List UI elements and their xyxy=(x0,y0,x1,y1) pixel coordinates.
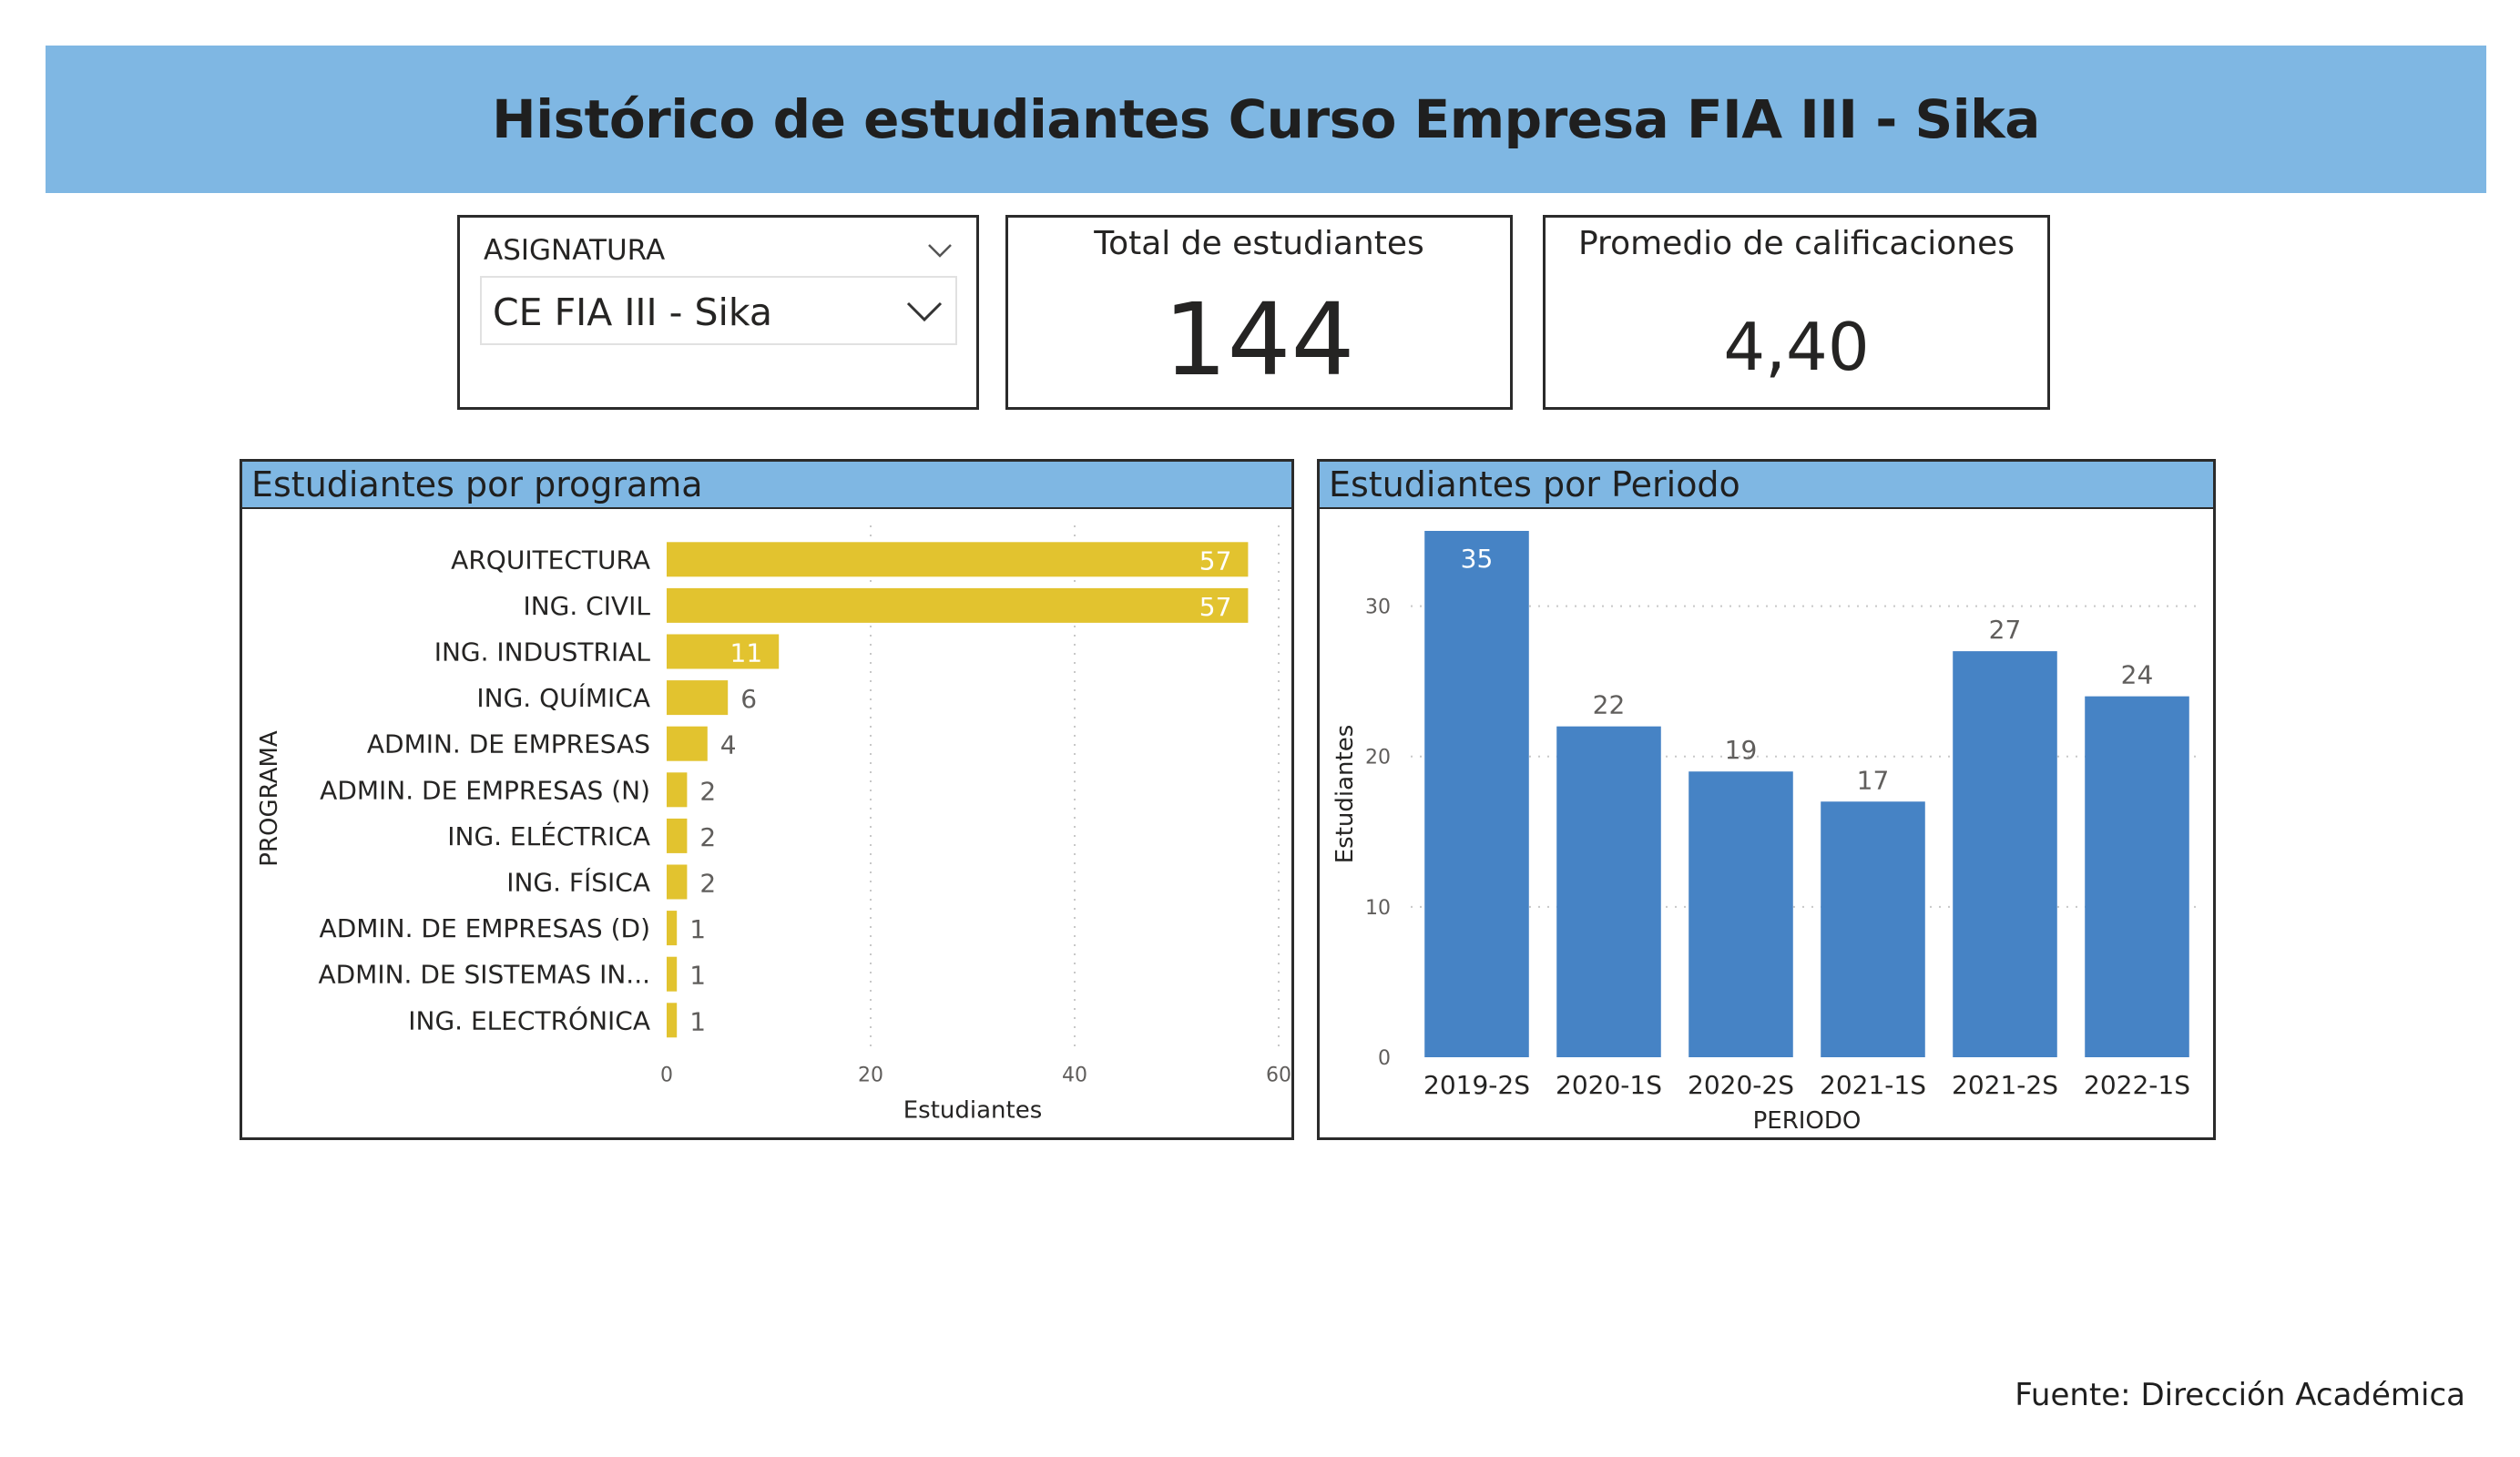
data-label: 1 xyxy=(689,1006,706,1036)
data-label: 57 xyxy=(1199,545,1232,576)
x-tick-label: 0 xyxy=(660,1065,673,1087)
category-label: 2020-1S xyxy=(1556,1070,1662,1100)
data-label: 11 xyxy=(730,638,763,668)
data-label: 2 xyxy=(699,776,716,806)
periodo-bar-chart: 0 10 20 30 35 2019-2S 22 2020-1S 19 2020-2S 17 2021… xyxy=(1331,531,2203,1135)
category-label: ADMIN. DE EMPRESAS xyxy=(367,729,650,759)
category-label: 2021-2S xyxy=(1952,1070,2058,1100)
category-label: 2019-2S xyxy=(1423,1070,1530,1100)
x-tick-label: 20 xyxy=(858,1065,883,1087)
data-label: 35 xyxy=(1461,544,1494,574)
category-label: 2020-2S xyxy=(1688,1070,1794,1100)
bar xyxy=(667,818,688,853)
category-label: ING. CIVIL xyxy=(523,591,650,621)
category-label: ADMIN. DE SISTEMAS IN... xyxy=(318,960,650,990)
x-tick-label: 60 xyxy=(1266,1065,1291,1087)
total-students-title: Total de estudiantes xyxy=(1094,225,1424,262)
data-label: 22 xyxy=(1593,690,1626,720)
data-label: 1 xyxy=(689,961,706,991)
data-label: 2 xyxy=(699,869,716,899)
data-label: 57 xyxy=(1199,592,1232,622)
periodo-chart-panel: Estudiantes por Periodo 0 10 20 30 35 2019-2S… xyxy=(1317,459,2216,1140)
y-tick-label: 30 xyxy=(1365,596,1391,619)
average-grades-title: Promedio de calificaciones xyxy=(1577,225,2015,262)
bar xyxy=(667,956,678,992)
slicer-label: ASIGNATURA xyxy=(484,234,666,267)
bar xyxy=(667,587,1249,623)
y-axis-title: Estudiantes xyxy=(1331,725,1359,864)
bar xyxy=(667,634,780,669)
bar xyxy=(1953,651,2057,1057)
bar xyxy=(2085,696,2189,1057)
category-label: ING. ELÉCTRICA xyxy=(447,820,650,851)
average-grades-value: 4,40 xyxy=(1723,309,1870,385)
category-label: 2022-1S xyxy=(2084,1070,2190,1100)
chevron-down-icon[interactable] xyxy=(904,294,944,331)
category-label: 2021-1S xyxy=(1820,1070,1926,1100)
data-label: 6 xyxy=(740,684,757,714)
data-label: 1 xyxy=(689,914,706,944)
slicer-header-chevron-down-icon[interactable] xyxy=(925,236,954,265)
x-axis-title: PERIODO xyxy=(1753,1107,1862,1135)
total-students-card: Total de estudiantes 144 xyxy=(1005,215,1513,410)
page-title: Histórico de estudiantes Curso Empresa F… xyxy=(492,88,2040,150)
programa-chart-panel: Estudiantes por programa 0 20 40 60 ARQUITEC… xyxy=(240,459,1294,1140)
bar xyxy=(667,911,678,946)
data-label: 27 xyxy=(1989,615,2022,645)
y-tick-label: 0 xyxy=(1378,1047,1391,1070)
bar xyxy=(667,680,729,716)
average-grades-card: Promedio de calificaciones 4,40 xyxy=(1543,215,2050,410)
bar xyxy=(1821,801,1925,1057)
periodo-chart-title: Estudiantes por Periodo xyxy=(1320,462,2213,509)
category-label: ARQUITECTURA xyxy=(451,545,650,575)
programa-bar-chart: 0 20 40 60 ARQUITECTURA 57 ING. CIVIL 57 ING. IN… xyxy=(256,525,1291,1125)
y-axis-title: PROGRAMA xyxy=(256,730,283,867)
asignatura-slicer[interactable]: ASIGNATURA CE FIA III - Sika xyxy=(457,215,979,410)
source-note: Fuente: Dirección Académica xyxy=(2015,1377,2465,1413)
data-label: 19 xyxy=(1725,735,1758,765)
category-label: ING. FÍSICA xyxy=(506,867,650,898)
bar xyxy=(667,864,688,900)
y-tick-label: 10 xyxy=(1365,897,1391,920)
dropdown-selected-value: CE FIA III - Sika xyxy=(493,290,773,334)
category-label: ADMIN. DE EMPRESAS (N) xyxy=(320,775,650,805)
data-label: 17 xyxy=(1857,765,1890,795)
category-label: ADMIN. DE EMPRESAS (D) xyxy=(320,913,650,943)
programa-chart-title: Estudiantes por programa xyxy=(242,462,1291,509)
x-axis-title: Estudiantes xyxy=(903,1097,1043,1125)
y-tick-label: 20 xyxy=(1365,747,1391,769)
category-label: ING. INDUSTRIAL xyxy=(434,637,651,667)
bar xyxy=(1689,771,1793,1057)
bar xyxy=(667,542,1249,577)
data-label: 2 xyxy=(699,822,716,852)
bar xyxy=(1424,531,1529,1057)
category-label: ING. ELECTRÓNICA xyxy=(408,1004,650,1035)
bar xyxy=(667,1003,678,1038)
page-header: Histórico de estudiantes Curso Empresa F… xyxy=(46,46,2486,193)
category-label: ING. QUÍMICA xyxy=(476,682,650,713)
data-label: 24 xyxy=(2121,660,2154,690)
total-students-value: 144 xyxy=(1163,281,1355,398)
asignatura-dropdown[interactable]: CE FIA III - Sika xyxy=(480,276,957,345)
bar xyxy=(1556,726,1661,1057)
bar xyxy=(667,772,688,808)
x-tick-label: 40 xyxy=(1062,1065,1087,1087)
bar xyxy=(667,726,708,761)
data-label: 4 xyxy=(720,730,737,760)
